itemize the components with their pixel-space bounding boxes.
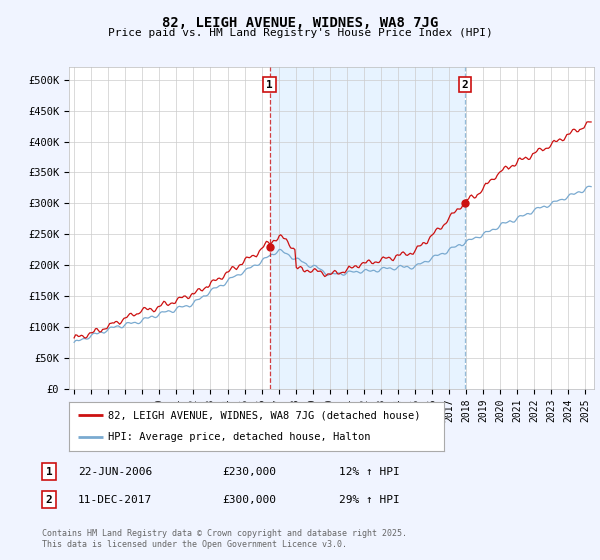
Text: 1: 1 — [266, 80, 273, 90]
Text: 22-JUN-2006: 22-JUN-2006 — [78, 466, 152, 477]
Text: 82, LEIGH AVENUE, WIDNES, WA8 7JG (detached house): 82, LEIGH AVENUE, WIDNES, WA8 7JG (detac… — [109, 410, 421, 421]
Text: 11-DEC-2017: 11-DEC-2017 — [78, 494, 152, 505]
Text: 1: 1 — [46, 466, 53, 477]
Text: Price paid vs. HM Land Registry's House Price Index (HPI): Price paid vs. HM Land Registry's House … — [107, 28, 493, 38]
Text: 2: 2 — [462, 80, 469, 90]
Text: 2: 2 — [46, 494, 53, 505]
Text: £300,000: £300,000 — [222, 494, 276, 505]
Text: 29% ↑ HPI: 29% ↑ HPI — [339, 494, 400, 505]
Text: £230,000: £230,000 — [222, 466, 276, 477]
Text: HPI: Average price, detached house, Halton: HPI: Average price, detached house, Halt… — [109, 432, 371, 442]
Bar — [269, 67, 465, 389]
Text: 12% ↑ HPI: 12% ↑ HPI — [339, 466, 400, 477]
Text: 82, LEIGH AVENUE, WIDNES, WA8 7JG: 82, LEIGH AVENUE, WIDNES, WA8 7JG — [162, 16, 438, 30]
Text: Contains HM Land Registry data © Crown copyright and database right 2025.
This d: Contains HM Land Registry data © Crown c… — [42, 529, 407, 549]
